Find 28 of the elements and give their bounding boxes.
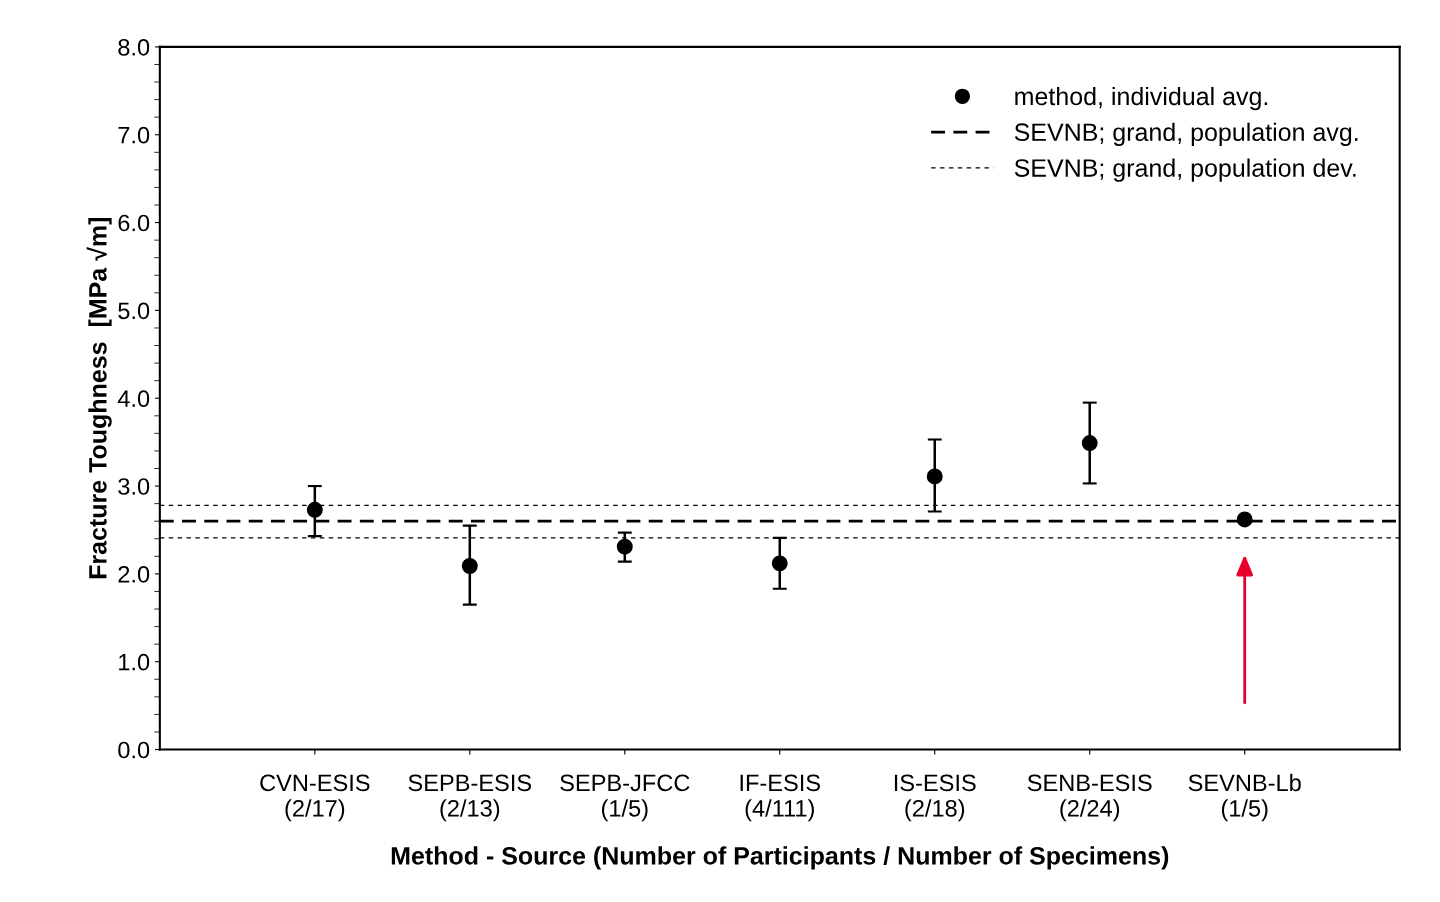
x-tick-label: SENB-ESIS (2/24) bbox=[1027, 774, 1152, 822]
y-tick-label: 5.0 bbox=[118, 302, 150, 320]
legend-label: method, individual avg. bbox=[1015, 86, 1268, 111]
y-axis-title: Fracture Toughness [MPa √m] bbox=[86, 217, 112, 579]
point bbox=[461, 558, 478, 574]
point bbox=[926, 468, 943, 485]
y-tick-label: 1.0 bbox=[119, 653, 150, 671]
x-tick-label: SEPB-ESIS (2/13) bbox=[408, 774, 532, 822]
y-tick-label: 3.0 bbox=[118, 478, 150, 495]
y-tick-label: 6.0 bbox=[118, 214, 150, 232]
x-tick-label: IF-ESIS (4/111) bbox=[740, 774, 820, 822]
point bbox=[616, 538, 633, 555]
y-tick-label: 4.0 bbox=[117, 390, 150, 408]
x-tick-label: SEPB-JFCC (1/5) bbox=[560, 774, 690, 822]
point bbox=[771, 555, 788, 572]
point bbox=[1236, 511, 1253, 528]
x-axis-title: Method - Source (Number of Participants / Number of Specimens) bbox=[391, 846, 1169, 870]
point bbox=[306, 501, 323, 518]
y-tick-label: 7.0 bbox=[118, 126, 150, 144]
y-tick-label: 2.0 bbox=[118, 565, 150, 583]
x-tick-label: IS-ESIS (2/18) bbox=[894, 774, 976, 822]
legend-label: SEVNB; grand, population dev. bbox=[1014, 158, 1356, 182]
x-tick-label: CVN-ESIS (2/17) bbox=[260, 774, 370, 822]
legend-label: SEVNB; grand, population avg. bbox=[1014, 122, 1358, 147]
x-tick-label: SEVNB-Lb (1/5) bbox=[1188, 773, 1301, 822]
point bbox=[1081, 435, 1098, 452]
y-tick-label: 8.0 bbox=[118, 38, 150, 56]
y-tick-label: 0.0 bbox=[118, 741, 150, 759]
